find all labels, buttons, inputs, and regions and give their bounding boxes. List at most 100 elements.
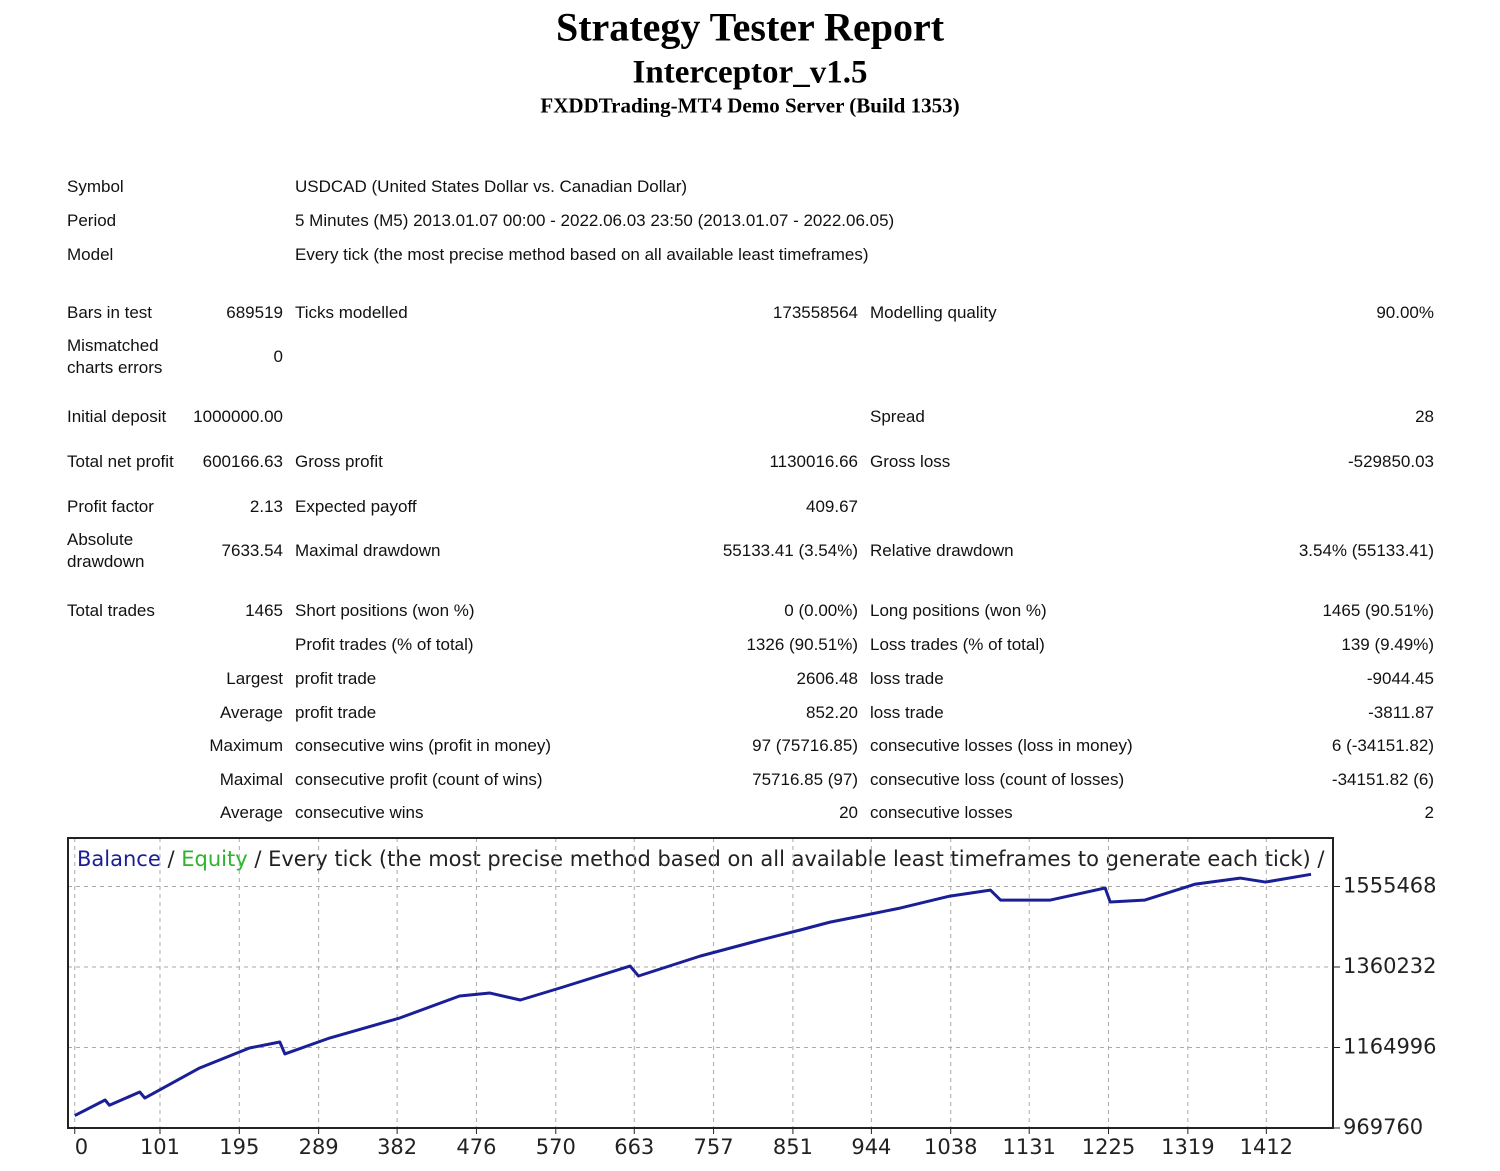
stat-value: 2.13 (249, 497, 283, 516)
x-tick-label: 1319 (1161, 1135, 1214, 1159)
legend-separator: / (254, 847, 262, 871)
stat-value: 75716.85 (97) (752, 770, 858, 789)
stat-label: profit trade (295, 669, 377, 688)
stat-label: Absolute drawdown (67, 530, 145, 571)
stat-value: Average (219, 803, 283, 822)
stat-value: -529850.03 (1347, 452, 1434, 471)
stat-value: Largest (226, 669, 283, 688)
stat-value: -34151.82 (6) (1331, 770, 1434, 789)
stat-label: consecutive wins (profit in money) (295, 736, 552, 755)
stat-label: Bars in test (67, 303, 153, 322)
stat-value: 409.67 (806, 497, 858, 516)
stat-value: 3.54% (55133.41) (1298, 541, 1434, 560)
stat-value: 600166.63 (202, 452, 283, 471)
stat-value: Maximum (209, 736, 283, 755)
info-label: Symbol (67, 177, 124, 196)
x-tick-label: 1038 (924, 1135, 977, 1159)
info-value: 5 Minutes (M5) 2013.01.07 00:00 - 2022.0… (295, 211, 895, 230)
stat-label: consecutive profit (count of wins) (295, 770, 543, 789)
stat-value: 139 (9.49%) (1341, 635, 1434, 654)
stat-label: Maximal drawdown (295, 541, 441, 560)
balance-line (74, 872, 1312, 1117)
server-name: FXDDTrading-MT4 Demo Server (Build 1353) (540, 93, 960, 118)
x-tick-label: 663 (614, 1135, 654, 1159)
stat-value: 20 (839, 803, 858, 822)
stat-label: Initial deposit (67, 407, 167, 426)
stat-value: 97 (75716.85) (752, 736, 858, 755)
stat-label: Ticks modelled (295, 303, 408, 322)
stat-label: consecutive wins (295, 803, 424, 822)
stat-value: 90.00% (1376, 303, 1434, 322)
stat-value: 1326 (90.51%) (746, 635, 858, 654)
stat-value: 2 (1424, 803, 1434, 822)
info-label: Model (67, 245, 114, 264)
stat-value: 6 (-34151.82) (1331, 736, 1434, 755)
stat-label: Short positions (won %) (295, 601, 475, 620)
chart-legend: Balance / Equity / Every tick (the most … (77, 847, 1411, 871)
stat-label: Loss trades (% of total) (870, 635, 1045, 654)
stat-label: Relative drawdown (870, 541, 1014, 560)
stat-value: 1465 (245, 601, 283, 620)
expert-name: Interceptor_v1.5 (632, 54, 868, 91)
stat-value: 689519 (226, 303, 283, 322)
report-title: Strategy Tester Report (555, 4, 945, 50)
stat-label: Total trades (67, 601, 155, 620)
stat-label: Expected payoff (295, 497, 417, 516)
stat-label: Gross profit (295, 452, 383, 471)
stat-label: Profit trades (% of total) (295, 635, 474, 654)
y-tick-label: 969760 (1343, 1115, 1423, 1139)
stat-value: Maximal (219, 770, 283, 789)
stat-label: loss trade (870, 669, 944, 688)
stat-value: Average (219, 703, 283, 722)
stat-label: consecutive losses (870, 803, 1013, 822)
stat-label: loss trade (870, 703, 944, 722)
stat-value: 1465 (90.51%) (1322, 601, 1434, 620)
info-value: USDCAD (United States Dollar vs. Canadia… (295, 177, 688, 196)
stat-value: 2606.48 (796, 669, 858, 688)
stat-label: Modelling quality (870, 303, 997, 322)
y-tick-label: 1555468 (1343, 874, 1437, 898)
legend-entry: Balance (77, 847, 161, 871)
stat-value: -9044.45 (1366, 669, 1434, 688)
stat-label: Mismatched charts errors (67, 336, 163, 377)
x-tick-label: 570 (536, 1135, 576, 1159)
x-tick-label: 1131 (1002, 1135, 1055, 1159)
x-tick-label: 289 (299, 1135, 339, 1159)
stat-label: Gross loss (870, 452, 951, 471)
x-tick-label: 1412 (1240, 1135, 1293, 1159)
stat-value: 7633.54 (221, 541, 283, 560)
x-tick-label: 851 (773, 1135, 813, 1159)
plot-frame (67, 837, 1334, 1129)
stat-value: 173558564 (772, 303, 858, 322)
stat-label: profit trade (295, 703, 377, 722)
x-tick-label: 1225 (1082, 1135, 1135, 1159)
stat-label: Long positions (won %) (870, 601, 1047, 620)
stat-label: Profit factor (67, 497, 154, 516)
stat-label: consecutive losses (loss in money) (870, 736, 1133, 755)
x-tick-label: 944 (851, 1135, 891, 1159)
stat-value: 0 (0.00%) (784, 601, 858, 620)
stat-label: Spread (870, 407, 925, 426)
stat-value: 28 (1415, 407, 1434, 426)
stat-label: consecutive loss (count of losses) (870, 770, 1125, 789)
stat-value: -3811.87 (1368, 703, 1434, 722)
stat-label: Total net profit (67, 452, 174, 471)
stat-value: 852.20 (806, 703, 858, 722)
legend-separator: / (167, 847, 175, 871)
x-tick-label: 195 (219, 1135, 259, 1159)
x-tick-label: 101 (140, 1135, 180, 1159)
stat-value: 55133.41 (3.54%) (722, 541, 858, 560)
stat-value: 1000000.00 (193, 407, 283, 426)
legend-entry: Equity (181, 847, 247, 871)
stat-value: 0 (273, 347, 283, 366)
stat-value: 1130016.66 (769, 452, 858, 471)
info-label: Period (67, 211, 117, 230)
x-tick-label: 0 (75, 1135, 88, 1159)
y-tick-label: 1360232 (1343, 954, 1437, 978)
x-tick-label: 382 (377, 1135, 417, 1159)
info-value: Every tick (the most precise method base… (295, 245, 869, 264)
x-tick-label: 757 (694, 1135, 734, 1159)
y-tick-label: 1164996 (1343, 1035, 1437, 1059)
